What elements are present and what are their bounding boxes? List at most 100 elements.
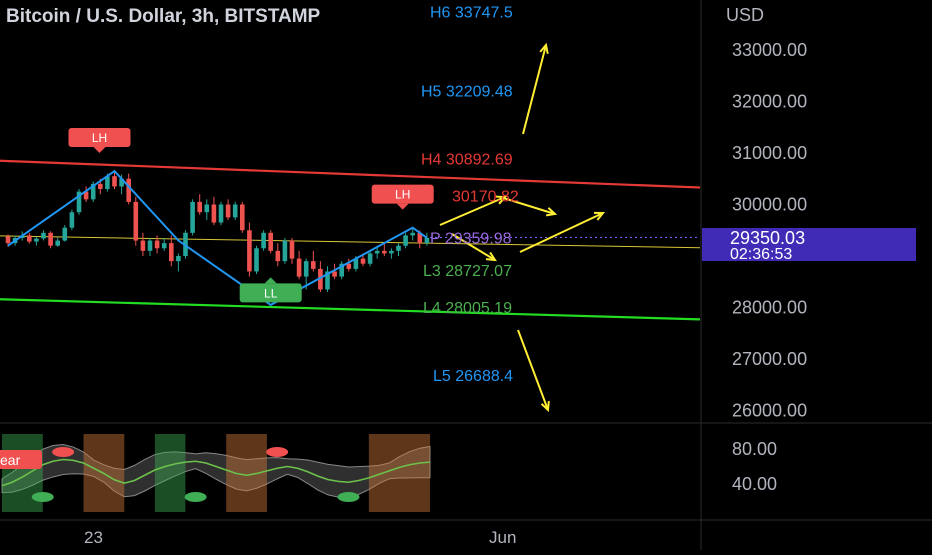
candle[interactable] [169, 243, 174, 262]
candle[interactable] [339, 263, 344, 277]
candle[interactable] [190, 201, 195, 233]
candle[interactable] [261, 232, 266, 249]
candle[interactable] [211, 204, 217, 223]
oscillator-line [1, 458, 431, 487]
candle[interactable] [353, 258, 359, 269]
price-tick: 31000.00 [732, 143, 807, 163]
candle[interactable] [325, 271, 330, 290]
candle[interactable] [83, 191, 89, 200]
candle[interactable] [41, 232, 46, 239]
candle[interactable] [112, 176, 117, 187]
candle[interactable] [34, 238, 39, 242]
oscillator-signal-dot [31, 492, 54, 502]
oscillator-zone [368, 434, 430, 512]
candle[interactable] [396, 245, 401, 251]
candle[interactable] [218, 204, 224, 223]
candle[interactable] [389, 250, 394, 254]
swing-badge [68, 128, 131, 148]
candle[interactable] [303, 261, 309, 277]
oscillator-pane[interactable]: ear 80.00 40.00 [0, 434, 777, 512]
swing-badge [371, 184, 434, 204]
price-axis[interactable]: 26000.00 27000.00 28000.00 30000.00 31000.00… [732, 40, 807, 421]
zigzag-line [7, 169, 428, 307]
level-label-l3: L3 28727.07 [423, 263, 512, 280]
arrow-up-2 [519, 212, 604, 253]
candle[interactable] [360, 258, 366, 264]
candle[interactable] [176, 256, 181, 262]
candle[interactable] [76, 191, 82, 213]
level-label-l4: L4 28005.19 [423, 300, 512, 317]
swing-pointer [396, 203, 409, 210]
candle[interactable] [268, 232, 273, 251]
candle[interactable] [140, 240, 146, 251]
candle[interactable] [98, 183, 103, 190]
candle[interactable] [247, 230, 252, 272]
currency-label: USD [726, 5, 764, 25]
candle[interactable] [225, 204, 231, 218]
candle[interactable] [232, 204, 238, 218]
level-label-l5: L5 26688.4 [433, 368, 513, 385]
oscillator-band [1, 444, 431, 499]
oscillator-signal-dot [52, 447, 75, 457]
candle[interactable] [69, 212, 75, 228]
candle[interactable] [105, 176, 110, 190]
level-label-h4: H4 30892.69 [421, 152, 513, 169]
arrow-down-1 [499, 196, 556, 215]
current-price: 29350.03 [730, 228, 805, 248]
candle[interactable] [403, 235, 408, 246]
candle[interactable] [119, 178, 124, 187]
candle[interactable] [296, 258, 302, 277]
candle[interactable] [289, 240, 295, 259]
candle[interactable] [197, 201, 202, 213]
candle[interactable] [367, 253, 373, 264]
candle[interactable] [424, 237, 430, 244]
candle[interactable] [311, 261, 316, 269]
candle[interactable] [62, 227, 68, 241]
candle[interactable] [126, 178, 131, 202]
pivot-level-labels: H6 33747.5 H5 32209.48 H4 30892.69 30170.82… [421, 5, 519, 386]
pivot-line[interactable] [0, 235, 701, 249]
chart-title: Bitcoin / U.S. Dollar, 3h, BITSTAMP [6, 6, 321, 27]
oscillator-badge [0, 450, 42, 469]
level-label-h5: H5 32209.48 [421, 84, 513, 101]
candle[interactable] [161, 243, 167, 249]
resistance-line[interactable] [0, 159, 701, 189]
trend-lines [0, 159, 701, 321]
arrow-down-long [517, 329, 549, 411]
price-tick: 33000.00 [732, 40, 807, 60]
candle[interactable] [90, 183, 96, 200]
candle[interactable] [332, 271, 337, 277]
candle[interactable] [240, 204, 245, 231]
candle[interactable] [318, 268, 323, 290]
candle[interactable] [275, 250, 281, 262]
candle[interactable] [417, 232, 423, 244]
swing-labels: LH LH LL [68, 128, 434, 303]
arrow-down-2 [451, 233, 496, 261]
candle[interactable] [5, 236, 11, 244]
zigzag [7, 169, 428, 307]
candle[interactable] [147, 240, 153, 251]
candle[interactable] [382, 250, 387, 254]
price-tick: 26000.00 [732, 401, 807, 421]
candle[interactable] [254, 248, 259, 272]
oscillator-signal-dot [184, 492, 207, 502]
candle[interactable] [282, 240, 288, 262]
candle[interactable] [48, 232, 53, 246]
time-label-jun: Jun [489, 528, 516, 547]
candle[interactable] [27, 235, 32, 242]
candle[interactable] [133, 201, 139, 241]
price-tick: 28000.00 [732, 298, 807, 318]
support-line[interactable] [0, 298, 701, 321]
swing-pointer [93, 147, 106, 154]
candle[interactable] [374, 250, 380, 254]
candle[interactable] [346, 263, 352, 269]
candle[interactable] [204, 204, 210, 213]
candle[interactable] [55, 240, 60, 246]
swing-badge [239, 283, 302, 303]
candle[interactable] [154, 240, 160, 249]
price-tick: 27000.00 [732, 349, 807, 369]
level-label-p: P 29359.98 [430, 230, 512, 247]
candle[interactable] [410, 232, 415, 236]
